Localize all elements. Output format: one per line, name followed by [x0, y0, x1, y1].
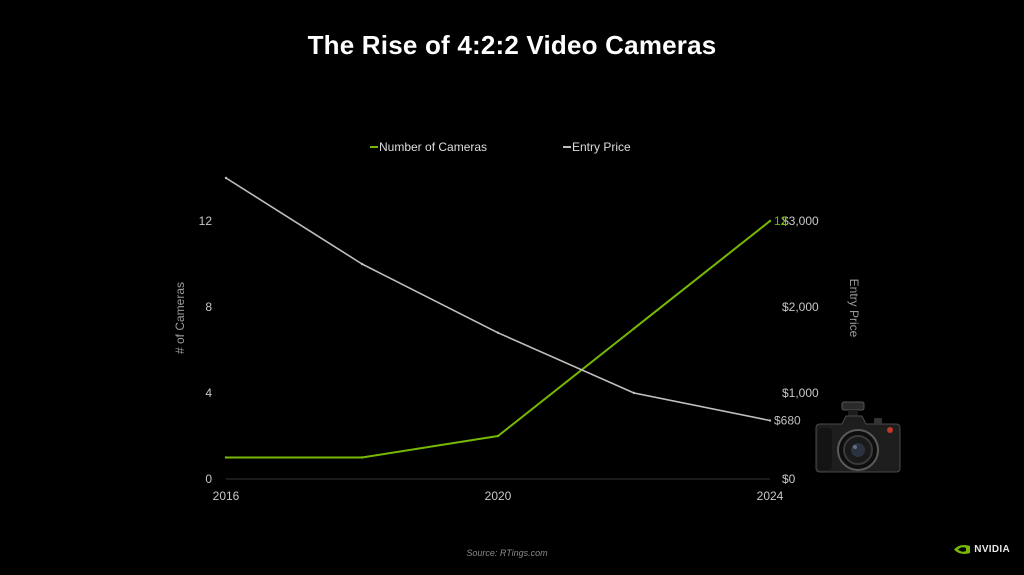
legend-label: Number of Cameras: [379, 140, 487, 154]
data-point: [360, 262, 364, 266]
y-right-tick-label: $0: [782, 472, 796, 486]
source-note: Source: RTings.com: [466, 548, 548, 558]
series-line-entry-price: [225, 177, 771, 422]
y-left-tick-label: 4: [205, 386, 212, 400]
y-left-axis-label: # of Cameras: [173, 282, 187, 354]
data-point: [768, 219, 772, 223]
data-label: 12: [774, 214, 788, 228]
chart-title: The Rise of 4:2:2 Video Cameras: [307, 30, 717, 60]
y-right-tick-label: $1,000: [782, 386, 819, 400]
x-tick-label: 2016: [213, 489, 240, 503]
data-point: [496, 434, 500, 438]
data-point: [224, 176, 228, 180]
data-point: [224, 456, 228, 459]
data-point: [360, 456, 364, 459]
data-point: [768, 419, 772, 422]
y-right-axis-label: Entry Price: [847, 279, 861, 338]
y-left-tick-label: 8: [205, 300, 212, 314]
nvidia-eye-icon: [954, 545, 971, 554]
legend-label: Entry Price: [572, 140, 631, 154]
x-tick-label: 2024: [757, 489, 784, 503]
brand-name: NVIDIA: [974, 544, 1010, 555]
data-label: $680: [774, 414, 801, 428]
y-left-tick-label: 0: [205, 472, 212, 486]
data-point: [632, 391, 636, 395]
x-tick-label: 2020: [485, 489, 512, 503]
y-left-tick-label: 12: [199, 214, 213, 228]
data-point: [496, 331, 500, 334]
camera-icon: [815, 401, 901, 473]
nvidia-logo: NVIDIA: [954, 544, 1010, 555]
series-line-number-of-cameras: [226, 220, 771, 459]
y-right-tick-label: $3,000: [782, 214, 819, 228]
y-right-tick-label: $2,000: [782, 300, 819, 314]
data-point: [632, 327, 636, 330]
